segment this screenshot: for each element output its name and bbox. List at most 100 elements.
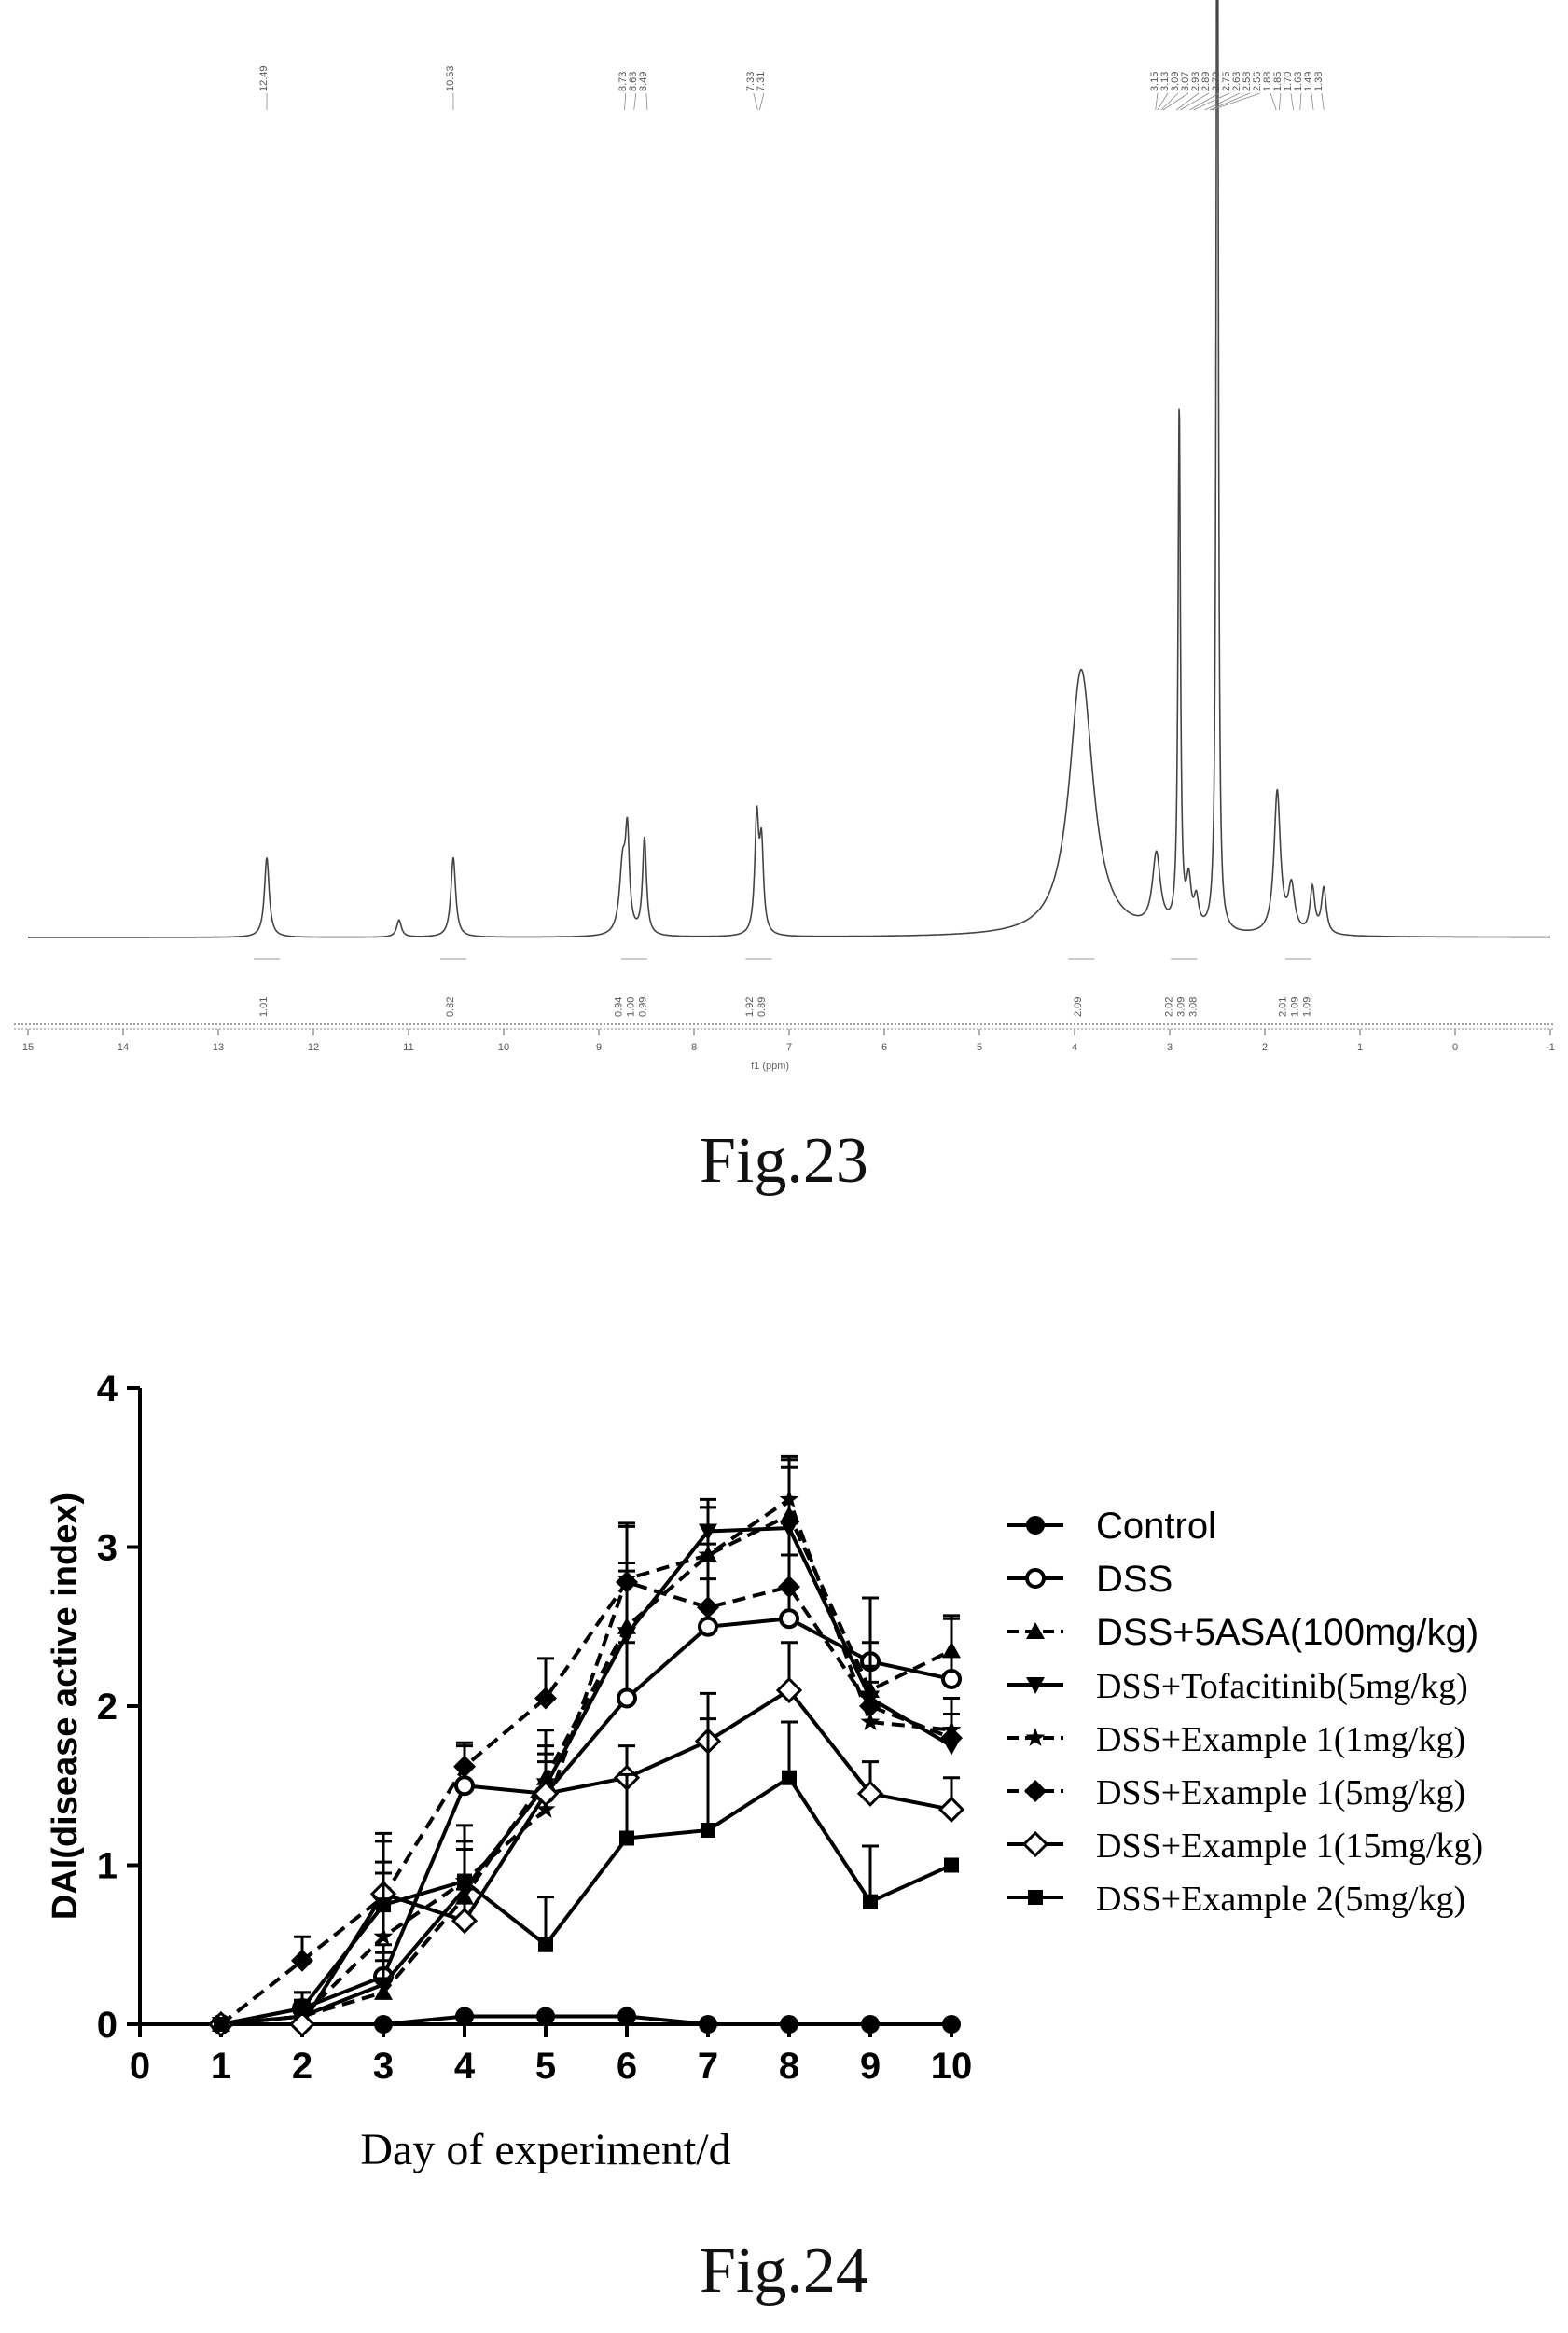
x-tick-label: 9 [860, 2046, 881, 2087]
series-group [214, 1717, 959, 2032]
x-tick-label: 14 [118, 1042, 129, 1053]
data-point [619, 1830, 634, 1846]
y-tick-label: 3 [97, 1528, 118, 1569]
integral-label: 1.00 [626, 997, 637, 1017]
x-tick-label: 6 [617, 2046, 637, 2087]
x-tick-label: 6 [881, 1042, 887, 1053]
integral-label: 3.09 [1175, 997, 1186, 1017]
peak-connector [1162, 92, 1189, 111]
x-axis-title: Day of experiment/d [360, 2125, 730, 2174]
legend-label: DSS+5ASA(100mg/kg) [1096, 1612, 1478, 1653]
series-group [210, 1521, 963, 2035]
x-tick-label: 0 [1452, 1042, 1458, 1053]
x-tick-label: 8 [779, 2046, 799, 2087]
peak-connector [1189, 92, 1220, 111]
data-point [942, 2015, 961, 2034]
peak-connector [753, 92, 758, 111]
data-point [782, 1770, 797, 1785]
data-point [295, 2000, 310, 2016]
data-point [775, 1676, 803, 1704]
integral-label: 2.02 [1163, 997, 1174, 1017]
legend-label: DSS+Example 1(15mg/kg) [1096, 1826, 1483, 1866]
x-tick-label: 7 [698, 2046, 718, 2087]
peak-label: 8.49 [638, 72, 649, 91]
peak-connector [624, 92, 627, 111]
peak-label: 2.56 [1252, 72, 1263, 91]
peak-label: 2.75 [1221, 72, 1232, 91]
x-tick-label: 13 [213, 1042, 224, 1053]
data-point [451, 1908, 479, 1935]
data-point [374, 1977, 393, 1994]
spectrum-trace [28, 0, 1550, 938]
peak-label-group: 10.53 [445, 65, 456, 110]
data-point [779, 1489, 799, 1508]
integral-label: 0.99 [638, 997, 649, 1017]
series-line [220, 1617, 952, 2026]
x-tick-label: 8 [691, 1042, 697, 1053]
y-tick-label: 0 [97, 2005, 118, 2046]
data-point [859, 1695, 881, 1717]
peak-connector [1204, 92, 1241, 111]
data-point [536, 2007, 555, 2026]
data-point [534, 1687, 557, 1710]
integral-label: 0.94 [614, 997, 625, 1017]
peak-label: 1.49 [1303, 72, 1314, 91]
x-tick-label: 12 [308, 1042, 319, 1053]
data-point [937, 1796, 965, 1823]
data-point [860, 1712, 881, 1730]
peak-connector [1209, 92, 1251, 111]
data-point [780, 2015, 798, 2034]
series-line [221, 2014, 951, 2026]
data-point [861, 2015, 880, 2034]
legend-item: DSS+Example 2(5mg/kg) [1007, 1880, 1465, 1919]
data-point [697, 1596, 719, 1619]
data-point [617, 2007, 636, 2026]
peak-connector [1157, 92, 1169, 111]
peak-label: 2.89 [1200, 72, 1212, 91]
peak-label: 10.53 [445, 65, 456, 91]
x-tick-label: 3 [1167, 1042, 1173, 1053]
x-tick-label: 0 [130, 2046, 150, 2087]
x-tick-label: 2 [292, 2046, 312, 2087]
peak-label: 1.85 [1272, 72, 1284, 91]
peak-connector [1311, 92, 1314, 111]
peak-label-group: 3.15 3.13 3.09 3.07 2.93 2.89 2.79 2.75 2.63 2.58… [1149, 72, 1325, 111]
integral-label: 0.82 [445, 997, 456, 1017]
data-point [617, 1687, 637, 1709]
data-point [1026, 1677, 1045, 1694]
data-point [699, 2015, 717, 2034]
peak-label: 3.09 [1170, 72, 1181, 91]
peak-label-group: 12.49 [258, 65, 270, 110]
integral-label: 1.01 [258, 997, 270, 1017]
integral-label: 0.89 [756, 997, 768, 1017]
x-tick-label: 7 [786, 1042, 792, 1053]
series-group [211, 1553, 962, 2034]
integral-label: 2.01 [1278, 997, 1289, 1017]
legend-item: DSS+Tofacitinib(5mg/kg) [1007, 1667, 1468, 1706]
peak-label: 3.07 [1180, 72, 1191, 91]
peak-connector [758, 92, 765, 111]
data-point [457, 1873, 472, 1889]
peak-connector [1278, 92, 1282, 111]
legend-label: DSS+Example 1(5mg/kg) [1096, 1773, 1465, 1812]
data-point [455, 2007, 474, 2026]
data-point [288, 2010, 316, 2038]
series-line [220, 1512, 952, 2026]
x-tick-label: 9 [596, 1042, 602, 1053]
legend-item: DSS+Example 1(15mg/kg) [1007, 1826, 1483, 1866]
peak-connector [1180, 92, 1210, 111]
peak-label: 1.38 [1313, 72, 1325, 91]
peak-label: 12.49 [258, 65, 270, 91]
legend-item: DSS [1007, 1559, 1173, 1600]
y-tick-label: 1 [97, 1846, 118, 1887]
data-point [1026, 1622, 1045, 1639]
data-point [1021, 1830, 1049, 1858]
peak-connector [1211, 92, 1261, 111]
peak-label: 3.15 [1149, 72, 1160, 91]
y-tick-label: 4 [97, 1368, 118, 1410]
data-point [535, 1798, 556, 1818]
legend-label: DSS+Example 2(5mg/kg) [1096, 1880, 1465, 1919]
figure-24-caption: Fig.24 [700, 2235, 868, 2307]
legend-item: Control [1007, 1506, 1216, 1547]
data-point [1028, 1890, 1043, 1905]
